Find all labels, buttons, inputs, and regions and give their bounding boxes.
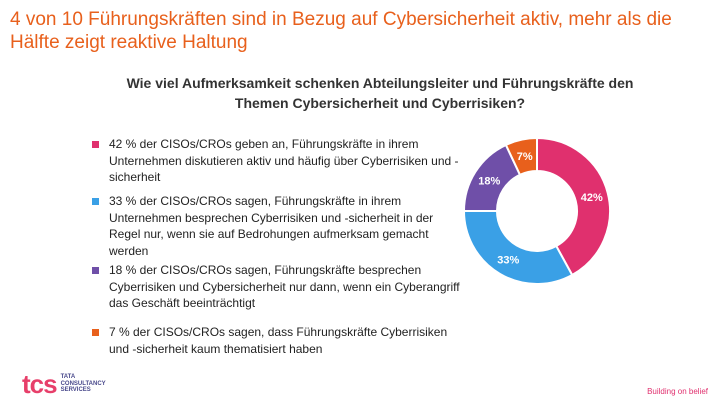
donut-slice: [536, 136, 611, 277]
legend-swatch: [92, 198, 99, 205]
logo-line: CONSULTANCY: [60, 380, 106, 387]
legend-text: 33 % der CISOs/CROs sagen, Führungskräft…: [109, 194, 434, 258]
legend-text: 42 % der CISOs/CROs geben an, Führungskr…: [109, 137, 459, 184]
headline: 4 von 10 Führungskräften sind in Bezug a…: [10, 9, 672, 53]
tagline: Building on belief: [647, 387, 708, 396]
logo-line: TATA: [60, 374, 76, 381]
tcs-logo: tcs TATA CONSULTANCY SERVICES: [22, 371, 121, 397]
logo-line: SERVICES: [60, 387, 91, 394]
slice-label: 33%: [497, 255, 519, 267]
chart-title: Wie viel Aufmerksamkeit schenken Abteilu…: [126, 75, 634, 111]
slice-label: 7%: [517, 151, 533, 163]
legend-item-7: 7 % der CISOs/CROs sagen, dass Führungsk…: [92, 324, 462, 357]
donut-slice: [504, 136, 538, 177]
legend-text: 18 % der CISOs/CROs sagen, Führungskräft…: [109, 263, 460, 310]
logo-mark: tcs: [22, 369, 58, 399]
legend-text: 7 % der CISOs/CROs sagen, dass Führungsk…: [109, 325, 448, 356]
donut-slice: [462, 210, 574, 285]
legend-item-18: 18 % der CISOs/CROs sagen, Führungskräft…: [92, 262, 462, 312]
slice-label: 42%: [581, 192, 603, 204]
logo-text: TATA CONSULTANCY SERVICES: [61, 374, 121, 394]
slice-label: 18%: [478, 176, 500, 188]
legend-swatch: [92, 329, 99, 336]
legend-swatch: [92, 267, 99, 274]
legend-item-42: 42 % der CISOs/CROs geben an, Führungskr…: [92, 136, 462, 186]
legend-item-33: 33 % der CISOs/CROs sagen, Führungskräft…: [92, 193, 462, 259]
legend-swatch: [92, 141, 99, 148]
